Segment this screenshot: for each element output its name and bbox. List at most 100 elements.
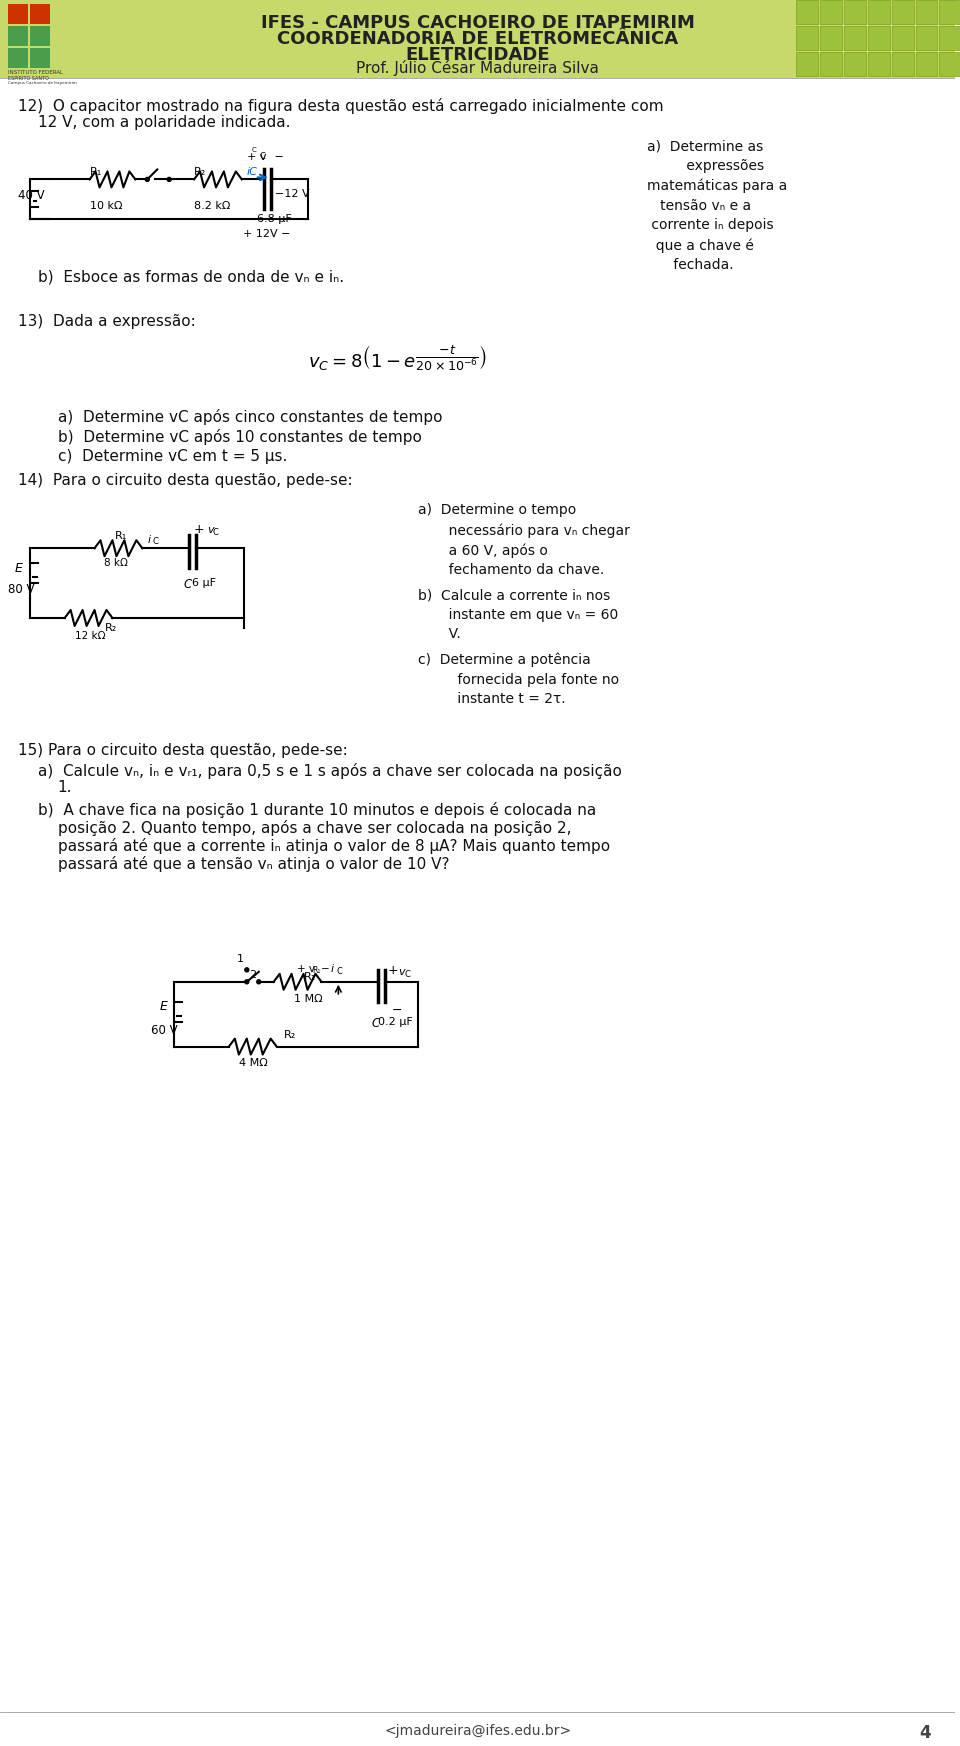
FancyBboxPatch shape [892,0,914,24]
Text: Campus Cachoeiro de Itapemirim: Campus Cachoeiro de Itapemirim [8,80,77,86]
Text: E: E [15,562,23,574]
Text: c)  Determine vC em t = 5 μs.: c) Determine vC em t = 5 μs. [58,449,287,463]
Text: R₁: R₁ [89,168,102,178]
FancyBboxPatch shape [820,26,842,51]
Circle shape [245,980,249,983]
FancyBboxPatch shape [30,26,50,45]
Text: ELETRICIDADE: ELETRICIDADE [405,45,550,65]
Text: b)  Calcule a corrente iₙ nos
       instante em que vₙ = 60
       V.: b) Calcule a corrente iₙ nos instante em… [418,588,618,641]
FancyBboxPatch shape [916,52,937,75]
FancyBboxPatch shape [0,0,955,79]
Text: b)  Determine vC após 10 constantes de tempo: b) Determine vC após 10 constantes de te… [58,428,421,445]
Text: v: v [398,967,405,976]
Text: +: + [194,524,204,536]
FancyBboxPatch shape [30,3,50,24]
FancyBboxPatch shape [868,52,890,75]
Text: <jmadureira@ifes.edu.br>: <jmadureira@ifes.edu.br> [384,1725,571,1739]
Text: C: C [213,529,219,538]
FancyBboxPatch shape [844,0,866,24]
Text: 8 kΩ: 8 kΩ [105,559,129,567]
Text: C: C [183,578,191,592]
Text: i: i [147,536,151,545]
Text: R₁: R₁ [303,973,316,981]
Text: 14)  Para o circuito desta questão, pede-se:: 14) Para o circuito desta questão, pede-… [18,473,352,489]
Text: −: − [321,964,329,974]
Text: +: + [388,964,398,976]
Text: b)  A chave fica na posição 1 durante 10 minutos e depois é colocada na: b) A chave fica na posição 1 durante 10 … [37,803,596,819]
Text: a)  Calcule vₙ, iₙ e vᵣ₁, para 0,5 s e 1 s após a chave ser colocada na posição: a) Calcule vₙ, iₙ e vᵣ₁, para 0,5 s e 1 … [37,763,622,779]
Text: 8.2 kΩ: 8.2 kΩ [194,201,230,211]
Circle shape [245,967,249,973]
Text: a)  Determine vC após cinco constantes de tempo: a) Determine vC após cinco constantes de… [58,409,443,424]
FancyBboxPatch shape [796,0,818,24]
Text: passará até que a corrente iₙ atinja o valor de 8 μA? Mais quanto tempo: passará até que a corrente iₙ atinja o v… [58,838,610,854]
Text: Prof. Júlio César Madureira Silva: Prof. Júlio César Madureira Silva [356,59,599,75]
Text: C: C [404,969,410,980]
FancyBboxPatch shape [892,26,914,51]
Text: 1: 1 [237,953,244,964]
Text: 40 V: 40 V [18,189,44,203]
Text: a)  Determine as
         expressões
matemáticas para a
   tensão vₙ e a
 corren: a) Determine as expressões matemáticas p… [647,140,787,272]
Text: 2: 2 [249,969,256,980]
Text: 10 kΩ: 10 kΩ [89,201,122,211]
FancyBboxPatch shape [844,52,866,75]
FancyBboxPatch shape [8,47,28,68]
FancyBboxPatch shape [796,52,818,75]
Text: R₁: R₁ [114,531,127,541]
Text: C: C [260,152,266,161]
FancyBboxPatch shape [940,0,960,24]
FancyBboxPatch shape [916,26,937,51]
Text: 4 MΩ: 4 MΩ [239,1058,268,1067]
Text: C: C [336,967,342,976]
FancyBboxPatch shape [940,52,960,75]
FancyBboxPatch shape [820,0,842,24]
Text: R₂: R₂ [194,168,206,178]
Text: i: i [330,964,333,974]
Text: v: v [207,526,214,536]
Text: C: C [372,1016,379,1030]
Text: 1 MΩ: 1 MΩ [294,993,323,1004]
FancyBboxPatch shape [940,26,960,51]
Text: R₂: R₂ [283,1030,296,1039]
Text: −12 V: −12 V [275,189,309,199]
Text: c)  Determine a potência
         fornecida pela fonte no
         instante t = : c) Determine a potência fornecida pela f… [418,653,619,707]
Text: −: − [392,1004,402,1016]
Text: $v_C = 8\left(1 - e^{\dfrac{-t}{20\times10^{-6}}}\right)$: $v_C = 8\left(1 - e^{\dfrac{-t}{20\times… [308,344,488,374]
Text: 6 μF: 6 μF [192,578,216,588]
Circle shape [256,980,261,983]
Text: R₂: R₂ [105,623,117,634]
Text: 12)  O capacitor mostrado na figura desta questão está carregado inicialmente co: 12) O capacitor mostrado na figura desta… [18,98,663,113]
FancyBboxPatch shape [844,26,866,51]
Text: a)  Determine o tempo
       necessário para vₙ chegar
       a 60 V, após o
   : a) Determine o tempo necessário para vₙ … [418,503,630,578]
Text: E: E [159,1000,167,1013]
Text: 60 V: 60 V [152,1023,178,1037]
Text: 13)  Dada a expressão:: 13) Dada a expressão: [18,314,196,328]
Text: 6.8 μF: 6.8 μF [256,215,292,223]
FancyBboxPatch shape [30,47,50,68]
Text: + v: + v [247,152,266,162]
Text: 12 kΩ: 12 kΩ [75,630,106,641]
FancyBboxPatch shape [868,0,890,24]
Text: IFES - CAMPUS CACHOEIRO DE ITAPEMIRIM: IFES - CAMPUS CACHOEIRO DE ITAPEMIRIM [261,14,695,31]
Text: C: C [153,538,158,546]
Text: 15) Para o circuito desta questão, pede-se:: 15) Para o circuito desta questão, pede-… [18,742,348,758]
Text: 0.2 μF: 0.2 μF [378,1016,413,1027]
Text: + 12V −: + 12V − [243,229,290,239]
Text: COORDENADORIA DE ELETROMECÂNICA: COORDENADORIA DE ELETROMECÂNICA [277,30,678,47]
Text: b)  Esboce as formas de onda de vₙ e iₙ.: b) Esboce as formas de onda de vₙ e iₙ. [37,269,344,285]
FancyBboxPatch shape [892,52,914,75]
FancyBboxPatch shape [916,0,937,24]
Text: passará até que a tensão vₙ atinja o valor de 10 V?: passará até que a tensão vₙ atinja o val… [58,856,449,873]
Text: −: − [271,152,283,162]
FancyBboxPatch shape [868,26,890,51]
Text: + v: + v [297,964,315,974]
Circle shape [167,178,171,182]
Circle shape [145,178,149,182]
Text: R₁: R₁ [312,966,321,974]
Text: iC: iC [247,168,257,178]
Text: 4: 4 [920,1725,931,1743]
Text: C: C [252,147,256,154]
FancyBboxPatch shape [8,3,28,24]
FancyBboxPatch shape [820,52,842,75]
Text: INSTITUTO FEDERAL: INSTITUTO FEDERAL [8,70,63,75]
